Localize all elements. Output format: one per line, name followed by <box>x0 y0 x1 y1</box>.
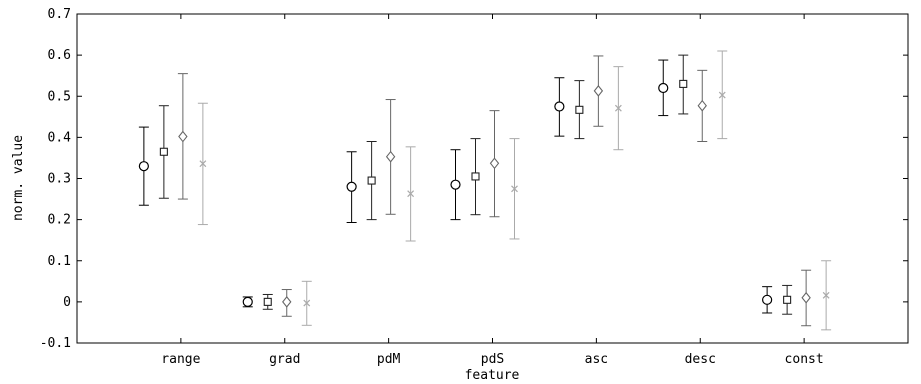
data-point-square <box>367 176 376 185</box>
data-point-x <box>199 160 207 168</box>
y-axis-label: norm. value <box>11 135 26 221</box>
data-point-diamond <box>178 130 188 143</box>
data-marks <box>138 50 832 331</box>
data-point-diamond <box>593 85 604 97</box>
data-point-x <box>822 291 830 299</box>
data-point-diamond <box>282 295 292 308</box>
data-point-circle <box>346 181 357 192</box>
y-tick-label: -0.1 <box>40 336 71 351</box>
x-axis-ticks: range grad pdM pdS asc desc const <box>161 14 824 367</box>
data-point-x <box>303 299 311 307</box>
data-point-square <box>263 297 272 306</box>
data-point-square <box>575 105 584 114</box>
data-point-square <box>679 79 688 88</box>
plot-area-frame <box>76 13 909 344</box>
y-tick-label: 0.4 <box>48 130 72 145</box>
data-point-circle <box>658 82 669 94</box>
data-point-square <box>783 295 792 304</box>
y-tick-label: 0.7 <box>48 7 71 22</box>
x-tick-label: grad <box>269 352 300 367</box>
data-point-x <box>511 185 518 193</box>
data-point-diamond <box>697 99 707 112</box>
y-tick-label: 0.3 <box>48 172 71 187</box>
data-point-diamond <box>489 157 500 170</box>
y-tick-label: 0.6 <box>48 48 71 63</box>
data-point-circle <box>762 294 773 305</box>
data-point-circle <box>554 101 565 112</box>
y-axis-ticks: -0.1 0 0.1 0.2 0.3 0.4 0.5 0.6 0.7 <box>40 7 908 351</box>
x-tick-label: desc <box>685 352 716 367</box>
data-point-x <box>407 190 415 198</box>
x-tick-label: asc <box>585 352 608 367</box>
data-point-square <box>471 172 480 181</box>
data-point-x <box>718 91 726 99</box>
x-axis-label: feature <box>465 368 520 383</box>
y-tick-label: 0.1 <box>48 254 71 269</box>
data-point-diamond <box>385 150 396 163</box>
x-tick-label: const <box>785 352 824 367</box>
data-point-circle <box>138 161 149 172</box>
data-point-circle <box>450 179 461 190</box>
y-tick-label: 0 <box>63 295 71 310</box>
data-point-circle <box>242 296 253 307</box>
x-tick-label: pdM <box>377 352 401 367</box>
y-tick-label: 0.5 <box>48 89 71 104</box>
y-tick-label: 0.2 <box>48 213 71 228</box>
data-point-x <box>614 104 622 112</box>
data-point-diamond <box>801 291 811 304</box>
x-tick-label: range <box>161 352 200 367</box>
data-point-square <box>159 147 168 156</box>
x-tick-label: pdS <box>481 352 504 367</box>
